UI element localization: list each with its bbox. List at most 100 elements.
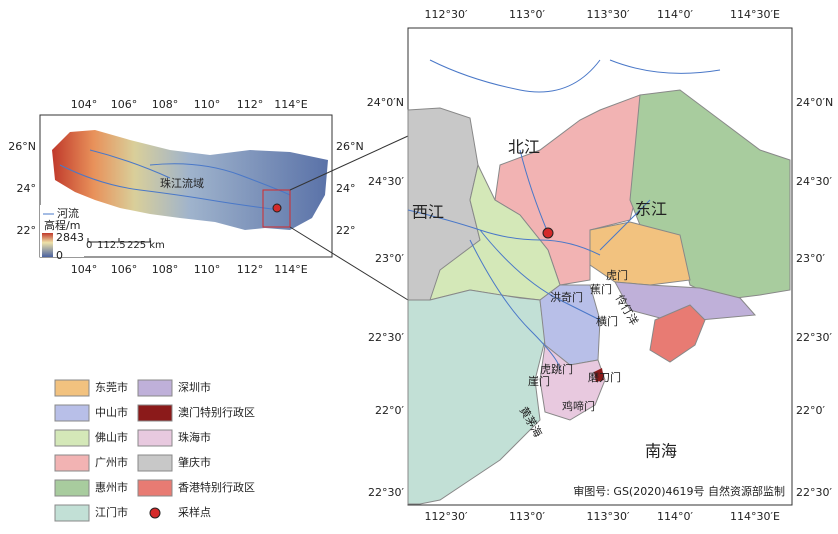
lon-label: 108°: [152, 98, 179, 111]
lon-label: 113°0′: [509, 8, 545, 21]
lat-label: 22°30′: [368, 331, 404, 344]
lon-label: 113°0′: [509, 510, 545, 523]
legend-label: 深圳市: [178, 380, 211, 394]
zhuhai: [539, 344, 606, 421]
river: [407, 59, 721, 371]
lon-label: 114°E: [274, 263, 307, 276]
lat-label: 23°0′: [796, 252, 825, 265]
legend-swatch: [137, 404, 173, 422]
lat-label: 22°0′: [375, 404, 404, 417]
legend-swatch: [137, 479, 173, 497]
legend-label: 香港特别行政区: [178, 480, 255, 494]
lon-label: 114°0′: [657, 510, 693, 523]
lon-label: 112°: [237, 263, 264, 276]
legend-swatch: [137, 454, 173, 472]
lon-label: 110°: [194, 98, 221, 111]
lon-label: 110°: [194, 263, 221, 276]
elev-min: 0: [56, 249, 63, 262]
lat-label: 22°: [336, 224, 356, 237]
legend-marker: [149, 507, 161, 519]
lat-label: 22°0′: [796, 404, 825, 417]
legend-label: 珠海市: [178, 430, 211, 444]
lat-label: 24°: [336, 182, 356, 195]
lon-label: 114°E: [274, 98, 307, 111]
lat-label: 22°: [17, 224, 37, 237]
shenzhen: [614, 281, 757, 321]
lon-label: 112°: [237, 98, 264, 111]
lon-label: 106°: [111, 263, 138, 276]
lat-label: 22°30′: [368, 486, 404, 499]
legend-label: 肇庆市: [178, 455, 211, 469]
lat-label: 22°30′: [796, 486, 832, 499]
lat-label: 23°0′: [375, 252, 404, 265]
legend-swatch: [54, 429, 90, 447]
lon-label: 114°30′E: [730, 510, 780, 523]
legend-label: 中山市: [95, 405, 128, 419]
sample-point: [542, 227, 554, 239]
lat-label: 24°0′N: [367, 96, 404, 109]
outlet-label: 虎跳门: [540, 362, 573, 376]
legend-swatch: [137, 379, 173, 397]
lon-label: 112°30′: [425, 8, 468, 21]
sample-point: [272, 203, 282, 213]
connector: [289, 135, 409, 191]
inset-map: 珠江流域 河流 高程/m 2843 0 0 112.5 225 km: [39, 114, 409, 301]
legend-label: 江门市: [95, 505, 128, 519]
region-label: 北江: [508, 138, 540, 157]
river: [59, 149, 291, 211]
hong-kong: [649, 304, 706, 363]
lon-label: 113°30′: [587, 510, 630, 523]
connector: [289, 226, 409, 301]
outlet-label: 磨刀门: [588, 370, 621, 384]
scale-label: 112.5: [97, 240, 126, 251]
lat-label: 26°N: [8, 140, 36, 153]
lat-label: 24°30′: [796, 175, 832, 188]
outlet-label: 鸡啼门: [562, 399, 595, 413]
lat-label: 24°: [17, 182, 37, 195]
elev-max: 2843: [56, 231, 84, 244]
region-label: 西江: [412, 203, 444, 222]
lat-label: 24°0′N: [796, 96, 833, 109]
legend-swatch: [54, 479, 90, 497]
jiangmen: [407, 289, 546, 505]
lon-label: 114°30′E: [730, 8, 780, 21]
outlet-label: 横门: [596, 314, 618, 328]
lon-label: 104°: [71, 263, 98, 276]
lon-label: 106°: [111, 98, 138, 111]
lon-label: 114°0′: [657, 8, 693, 21]
legend-swatch: [54, 454, 90, 472]
basin: [52, 130, 328, 230]
lon-label: 108°: [152, 263, 179, 276]
legend-label: 惠州市: [95, 480, 128, 494]
legend-river: 河流: [57, 206, 79, 220]
scale-label: 225 km: [127, 240, 165, 251]
outlet-label: 虎门: [606, 268, 628, 282]
lon-label: 104°: [71, 98, 98, 111]
legend-label: 广州市: [95, 455, 128, 469]
legend-swatch: [54, 504, 90, 522]
scale-label: 0: [86, 240, 92, 251]
basin-label: 珠江流域: [160, 176, 204, 190]
lat-label: 26°N: [336, 140, 364, 153]
outlet-label: 洪奇门: [550, 290, 583, 304]
outlet-label: 蕉门: [590, 282, 612, 296]
region-label: 东江: [635, 200, 667, 219]
scale-bar: [87, 238, 151, 243]
legend-label: 澳门特别行政区: [178, 405, 255, 419]
outlet-label: 崖门: [528, 374, 550, 388]
study-box: [262, 189, 291, 228]
legend-swatch: [54, 379, 90, 397]
legend-label: 佛山市: [95, 430, 128, 444]
legend-label: 东莞市: [95, 380, 128, 394]
legend-swatch: [137, 429, 173, 447]
lat-label: 22°30′: [796, 331, 832, 344]
elev-bar: [42, 233, 53, 257]
credit: 审图号: GS(2020)4619号 自然资源部监制: [573, 484, 785, 498]
dongguan: [589, 221, 691, 286]
main-map: 北江 西江 东江 南海 虎门 蕉门 洪奇门 横门 磨刀门 虎跳门 崖门 鸡啼门 …: [407, 27, 793, 506]
region-label: 南海: [645, 442, 677, 461]
macao: [594, 368, 604, 382]
lon-label: 112°30′: [425, 510, 468, 523]
